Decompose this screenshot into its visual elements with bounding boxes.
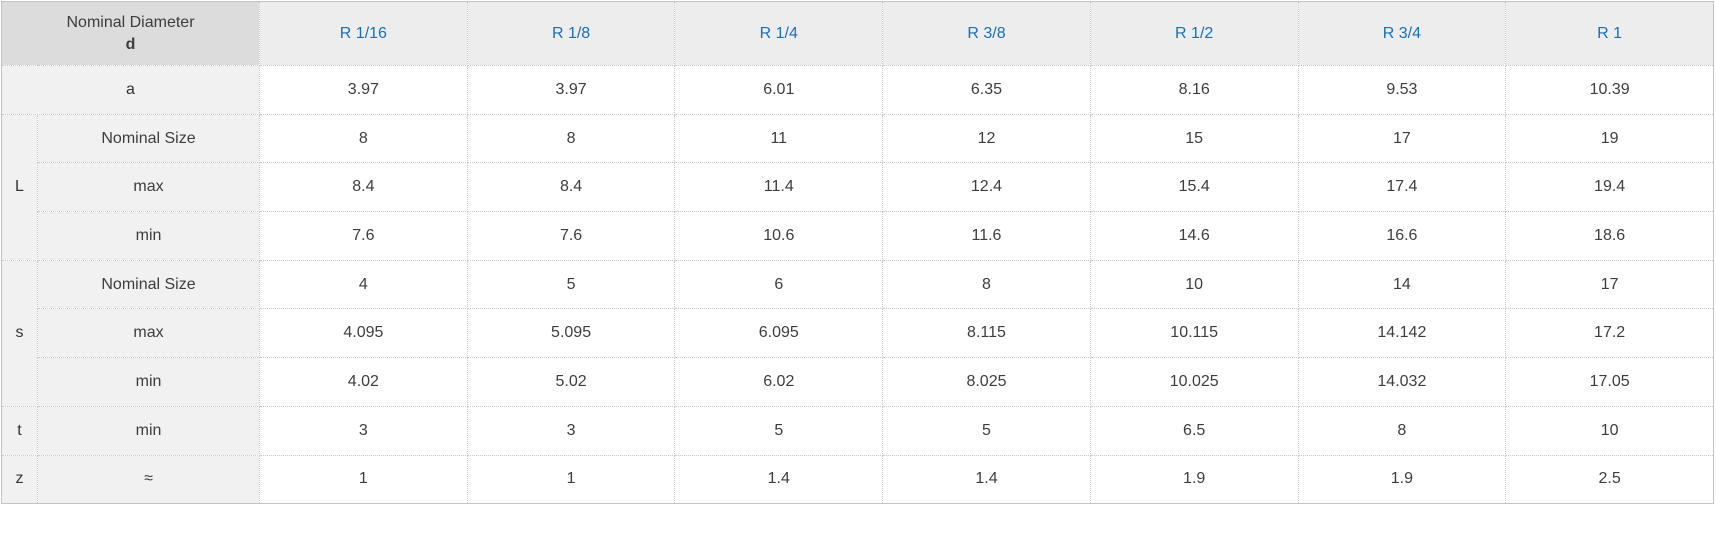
data-cell: 1.9: [1297, 454, 1507, 505]
data-cell: 5.095: [466, 308, 676, 359]
data-cell: 1.4: [882, 454, 1091, 505]
data-cell: 12: [882, 113, 1091, 164]
data-cell: 1.4: [674, 454, 884, 505]
data-cell: 8: [259, 113, 468, 164]
data-cell: 1: [466, 454, 676, 505]
column-header-r-1-8: R 1/8: [466, 1, 676, 66]
corner-header: Nominal Diameter d: [0, 1, 261, 66]
column-header-r-3-4: R 3/4: [1297, 1, 1507, 66]
data-cell: 19: [1505, 113, 1714, 164]
data-cell: 18.6: [1505, 211, 1714, 261]
table-row-z--: z ≈1 1 1.4 1.4 1.9 1.9 2.5: [1, 454, 1714, 505]
thread-dimension-table: Nominal Diameter d R 1/16 R 1/8 R 1/4 R 3/8…: [0, 1, 1714, 505]
data-cell: 7.6: [466, 211, 676, 261]
table-row-L-nominal-size: L Nominal Size 8 8 11 12 15 17 19: [1, 113, 1714, 261]
data-cell: 19.4: [1505, 162, 1714, 213]
data-cell: 14.6: [1089, 211, 1299, 261]
row-sub-label: Nominal Size: [36, 259, 261, 310]
data-cell: 4: [259, 259, 468, 310]
data-cell: 3: [466, 405, 676, 456]
column-header-r-3-8: R 3/8: [882, 1, 1091, 66]
data-cell: 8.4: [466, 162, 676, 213]
data-cell: 11: [674, 113, 884, 164]
data-cell: 6.35: [882, 65, 1091, 115]
data-cell: 14.142: [1297, 308, 1507, 359]
data-cell: 14.032: [1297, 357, 1507, 407]
data-cell: 8: [466, 113, 676, 164]
data-cell: 17.05: [1505, 357, 1714, 407]
row-sub-label: max: [36, 308, 261, 359]
data-cell: 4.095: [259, 308, 468, 359]
row-group-label-z: z: [1, 454, 38, 505]
table-row-L-min: min 7.6 7.6 10.6 11.6 14.6 16.6 18.6: [2, 211, 1714, 261]
data-cell: 6: [674, 259, 884, 310]
data-cell: 17: [1297, 113, 1507, 164]
column-header-r-1-16: R 1/16: [259, 1, 468, 66]
table-row-s-nominal-size: s Nominal Size 4 5 6 8 10 14 17: [1, 259, 1714, 407]
row-sub-label: min: [36, 405, 261, 456]
table-row-t-min: t min 3 3 5 5 6.5 8 10: [1, 405, 1714, 456]
row-sub-label: max: [36, 162, 261, 213]
corner-header-symbol: d: [125, 35, 136, 53]
data-cell: 6.095: [674, 308, 884, 359]
data-cell: 15.4: [1089, 162, 1299, 213]
data-cell: 5.02: [466, 357, 676, 407]
corner-header-title: Nominal Diameter: [66, 13, 195, 31]
data-cell: 10: [1505, 405, 1714, 456]
row-sub-label: Nominal Size: [36, 113, 261, 164]
data-cell: 6.5: [1089, 405, 1299, 456]
column-header-r-1-4: R 1/4: [674, 1, 884, 66]
data-cell: 8: [882, 259, 1091, 310]
data-cell: 10.39: [1505, 65, 1714, 115]
data-cell: 6.02: [674, 357, 884, 407]
column-header-r-1: R 1: [1505, 1, 1714, 66]
data-cell: 5: [674, 405, 884, 456]
data-cell: 10.6: [674, 211, 884, 261]
data-cell: 11.4: [674, 162, 884, 213]
data-cell: 9.53: [1297, 65, 1507, 115]
table-row-L-max: max 8.4 8.4 11.4 12.4 15.4 17.4 19.4: [2, 162, 1714, 213]
row-group-label-a: a: [0, 65, 261, 115]
data-cell: 10: [1089, 259, 1299, 310]
data-cell: 8.16: [1089, 65, 1299, 115]
data-cell: 1: [259, 454, 468, 505]
row-sub-label: min: [36, 211, 261, 261]
data-cell: 10.025: [1089, 357, 1299, 407]
data-cell: 17.4: [1297, 162, 1507, 213]
data-cell: 2.5: [1505, 454, 1714, 505]
data-cell: 8: [1297, 405, 1507, 456]
data-cell: 15: [1089, 113, 1299, 164]
data-cell: 5: [466, 259, 676, 310]
data-cell: 3: [259, 405, 468, 456]
data-cell: 12.4: [882, 162, 1091, 213]
data-cell: 3.97: [466, 65, 676, 115]
table-row-s-min: min 4.02 5.02 6.02 8.025 10.025 14.032 17.05: [2, 357, 1714, 407]
data-cell: 17.2: [1505, 308, 1714, 359]
data-cell: 14: [1297, 259, 1507, 310]
table-row-s-max: max 4.095 5.095 6.095 8.115 10.115 14.142 17.2: [2, 308, 1714, 359]
row-group-label-L: L: [1, 113, 38, 261]
data-cell: 16.6: [1297, 211, 1507, 261]
row-group-label-s: s: [1, 259, 38, 407]
data-cell: 7.6: [259, 211, 468, 261]
data-cell: 10.115: [1089, 308, 1299, 359]
data-cell: 8.025: [882, 357, 1091, 407]
header-row: Nominal Diameter d R 1/16 R 1/8 R 1/4 R 3/8…: [0, 1, 1714, 66]
data-cell: 6.01: [674, 65, 884, 115]
column-header-r-1-2: R 1/2: [1089, 1, 1299, 66]
data-cell: 8.115: [882, 308, 1091, 359]
data-cell: 8.4: [259, 162, 468, 213]
row-group-label-t: t: [1, 405, 38, 456]
data-cell: 17: [1505, 259, 1714, 310]
row-sub-label: ≈: [36, 454, 261, 505]
row-sub-label: min: [36, 357, 261, 407]
data-cell: 1.9: [1089, 454, 1299, 505]
data-cell: 5: [882, 405, 1091, 456]
data-cell: 11.6: [882, 211, 1091, 261]
table-row-a: a 3.97 3.97 6.01 6.35 8.16 9.53 10.39: [0, 65, 1714, 115]
data-cell: 4.02: [259, 357, 468, 407]
data-cell: 3.97: [259, 65, 468, 115]
